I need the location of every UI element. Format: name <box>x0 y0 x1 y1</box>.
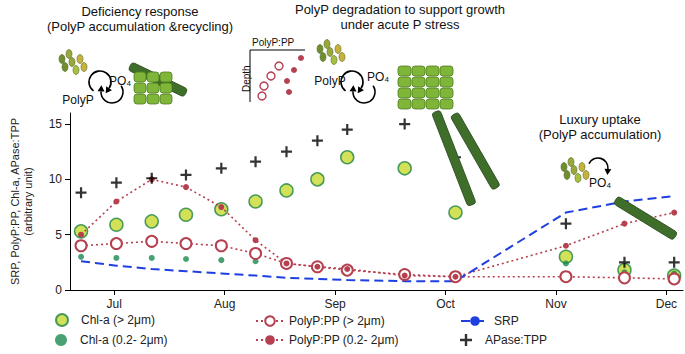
svg-text:Oct: Oct <box>436 297 455 311</box>
svg-text:Depth: Depth <box>241 65 252 92</box>
svg-text:Chl-a (0.2- 2μm): Chl-a (0.2- 2μm) <box>80 333 168 347</box>
svg-text:PO₄: PO₄ <box>109 74 131 88</box>
svg-text:(arbitrary unit): (arbitrary unit) <box>22 167 34 235</box>
svg-text:SRP: SRP <box>494 314 519 328</box>
svg-text:PolyP:PP (> 2μm): PolyP:PP (> 2μm) <box>289 314 385 328</box>
svg-text:SRP, PolyP:PP, Chl-a, APase:TP: SRP, PolyP:PP, Chl-a, APase:TPP <box>9 118 21 285</box>
svg-text:Chl-a (> 2μm): Chl-a (> 2μm) <box>81 313 155 327</box>
svg-text:Aug: Aug <box>214 297 235 311</box>
svg-text:Luxury uptake: Luxury uptake <box>559 112 641 127</box>
svg-text:PolyP degradation to support g: PolyP degradation to support growth <box>295 2 505 17</box>
svg-text:PolyP: PolyP <box>314 74 345 88</box>
svg-text:PolyP:PP: PolyP:PP <box>252 37 295 48</box>
svg-text:APase:TPP: APase:TPP <box>485 333 547 347</box>
svg-text:10: 10 <box>49 172 63 186</box>
svg-text:PolyP:PP (0.2- 2μm): PolyP:PP (0.2- 2μm) <box>289 333 398 347</box>
svg-text:Nov: Nov <box>545 297 566 311</box>
svg-text:15: 15 <box>49 117 63 131</box>
svg-text:Dec: Dec <box>656 297 677 311</box>
svg-text:5: 5 <box>55 228 62 242</box>
svg-text:Deficiency response: Deficiency response <box>81 4 198 19</box>
svg-text:0: 0 <box>55 283 62 297</box>
svg-text:PO₄: PO₄ <box>589 176 611 190</box>
svg-text:(PolyP accumulation &recycling: (PolyP accumulation &recycling) <box>47 19 233 34</box>
svg-text:Sep: Sep <box>324 297 346 311</box>
svg-text:(PolyP accumulation): (PolyP accumulation) <box>539 127 662 142</box>
svg-text:PO₄: PO₄ <box>367 70 389 84</box>
svg-text:PolyP: PolyP <box>62 93 93 107</box>
svg-text:under acute P stress: under acute P stress <box>341 17 460 32</box>
svg-text:Jul: Jul <box>107 297 122 311</box>
